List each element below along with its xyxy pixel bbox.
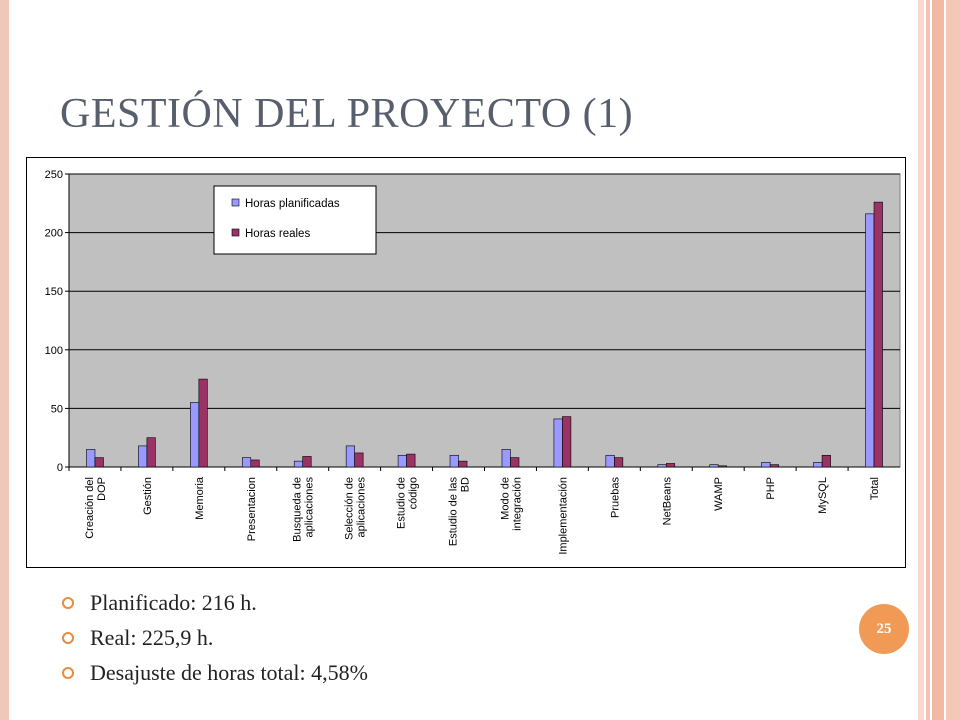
bar-real <box>250 459 260 468</box>
x-tick-label: Creación del DOP <box>84 477 108 539</box>
bar-real <box>510 457 520 468</box>
bullet-text-planned: Planificado: 216 h. <box>90 590 257 615</box>
x-tick-label: Memoria <box>194 476 206 520</box>
bullet-text-deviation: Desajuste de horas total: 4,58% <box>90 660 368 685</box>
bar-real <box>665 463 676 468</box>
bar-real <box>354 452 364 468</box>
bar-planned <box>345 445 355 468</box>
x-tick-label-line: aplicaciones <box>356 477 368 538</box>
x-tick-label: WAMP <box>713 477 725 511</box>
x-tick-label-line: Pruebas <box>609 477 621 518</box>
x-tick-label-line: aplicaciones <box>304 477 316 538</box>
legend-label: Horas reales <box>245 228 310 240</box>
list-item: Desajuste de horas total: 4,58% <box>60 655 368 690</box>
bar-chart: 0 50 100 150 200 250 Creación del DOP Gestión Mem… <box>26 157 906 568</box>
bar-planned <box>190 402 200 468</box>
bullet-ring-icon <box>62 597 74 609</box>
x-tick-label-line: PHP <box>765 477 777 500</box>
bar-real <box>821 454 831 468</box>
legend-label: Horas planificadas <box>245 198 340 210</box>
bar-real <box>458 460 468 468</box>
x-tick-label-line: Estudio de <box>396 477 408 529</box>
x-tick-label-line: Modo de <box>499 477 511 520</box>
x-tick-label: Gestión <box>142 477 154 515</box>
x-tick-label-line: Presentacion <box>246 477 258 541</box>
legend-swatch <box>231 198 240 207</box>
right-decorative-stripes <box>918 0 960 720</box>
bar-real <box>614 457 624 468</box>
x-tick-label-line: código <box>408 477 420 509</box>
x-tick-label-line: NetBeans <box>661 477 673 526</box>
bar-real <box>873 201 883 468</box>
bullet-ring-icon <box>62 632 74 644</box>
x-tick-label: Selección de aplicaciones <box>344 477 368 540</box>
x-tick-label: Total <box>869 477 881 500</box>
x-tick-label-line: Implementación <box>557 477 569 555</box>
bar-planned <box>709 464 719 468</box>
bar-real <box>562 416 572 468</box>
bar-planned <box>138 445 148 468</box>
bar-planned <box>449 454 459 468</box>
x-tick-label-line: DOP <box>96 477 108 501</box>
x-tick-label: Presentacion <box>246 477 258 541</box>
x-tick-label-line: Memoria <box>194 476 206 520</box>
bar-planned <box>865 213 875 468</box>
x-tick-label-line: integración <box>511 477 523 531</box>
y-tick-label: 200 <box>45 228 63 240</box>
bar-real <box>406 453 416 468</box>
bar-planned <box>761 462 771 468</box>
bar-real <box>198 378 208 468</box>
slide-title: GESTIÓN DEL PROYECTO (1) <box>60 91 634 137</box>
bar-planned <box>501 449 511 468</box>
bar-real <box>302 456 312 468</box>
bar-planned <box>605 454 615 468</box>
left-accent-bar <box>0 0 9 720</box>
x-tick-label: NetBeans <box>661 477 673 526</box>
x-tick-label-line: Gestión <box>142 477 154 515</box>
x-tick-label: Busqueda de aplicaciones <box>292 477 316 542</box>
legend-swatch <box>231 228 240 237</box>
x-tick-label-line: MySQL <box>817 477 829 514</box>
x-tick-label: Pruebas <box>609 477 621 518</box>
summary-list: Planificado: 216 h. Real: 225,9 h. Desaj… <box>60 585 368 690</box>
bar-planned <box>553 418 563 468</box>
x-tick-label: Estudio de código <box>396 477 420 529</box>
bullet-text-real: Real: 225,9 h. <box>90 625 214 650</box>
bar-real <box>769 464 779 468</box>
x-tick-label-line: Busqueda de <box>292 477 304 542</box>
bar-real <box>146 437 156 468</box>
y-tick-label: 100 <box>45 345 63 357</box>
x-tick-label: Implementación <box>557 477 569 555</box>
x-tick-label-line: WAMP <box>713 477 725 511</box>
bar-planned <box>813 462 823 468</box>
list-item: Planificado: 216 h. <box>60 585 368 620</box>
x-tick-label-line: Selección de <box>344 477 356 540</box>
list-item: Real: 225,9 h. <box>60 620 368 655</box>
bar-real <box>94 457 104 468</box>
bar-planned <box>293 460 304 468</box>
x-tick-label-line: BD <box>460 477 472 492</box>
bar-planned <box>241 457 252 468</box>
y-tick-label: 150 <box>45 286 63 298</box>
x-tick-label: MySQL <box>817 477 829 514</box>
page-number-badge: 25 <box>859 604 909 654</box>
y-tick-label: 250 <box>45 169 63 181</box>
bar-planned <box>397 454 407 468</box>
bar-planned <box>86 449 96 468</box>
bar-planned <box>657 464 667 468</box>
chart-legend <box>213 185 377 255</box>
x-tick-label-line: Estudio de las <box>448 477 460 547</box>
bar-real <box>717 465 728 468</box>
bullet-ring-icon <box>62 667 74 679</box>
y-tick-label: 50 <box>51 403 63 415</box>
x-tick-label-line: Total <box>869 477 881 500</box>
x-tick-label: Modo de integración <box>499 477 523 531</box>
bar-chart-svg: 0 50 100 150 200 250 Creación del DOP Gestión Mem… <box>45 169 901 555</box>
x-tick-label: Estudio de las BD <box>448 477 472 547</box>
y-tick-label: 0 <box>57 462 63 474</box>
x-tick-label: PHP <box>765 477 777 500</box>
x-tick-label-line: Creación del <box>84 477 96 539</box>
